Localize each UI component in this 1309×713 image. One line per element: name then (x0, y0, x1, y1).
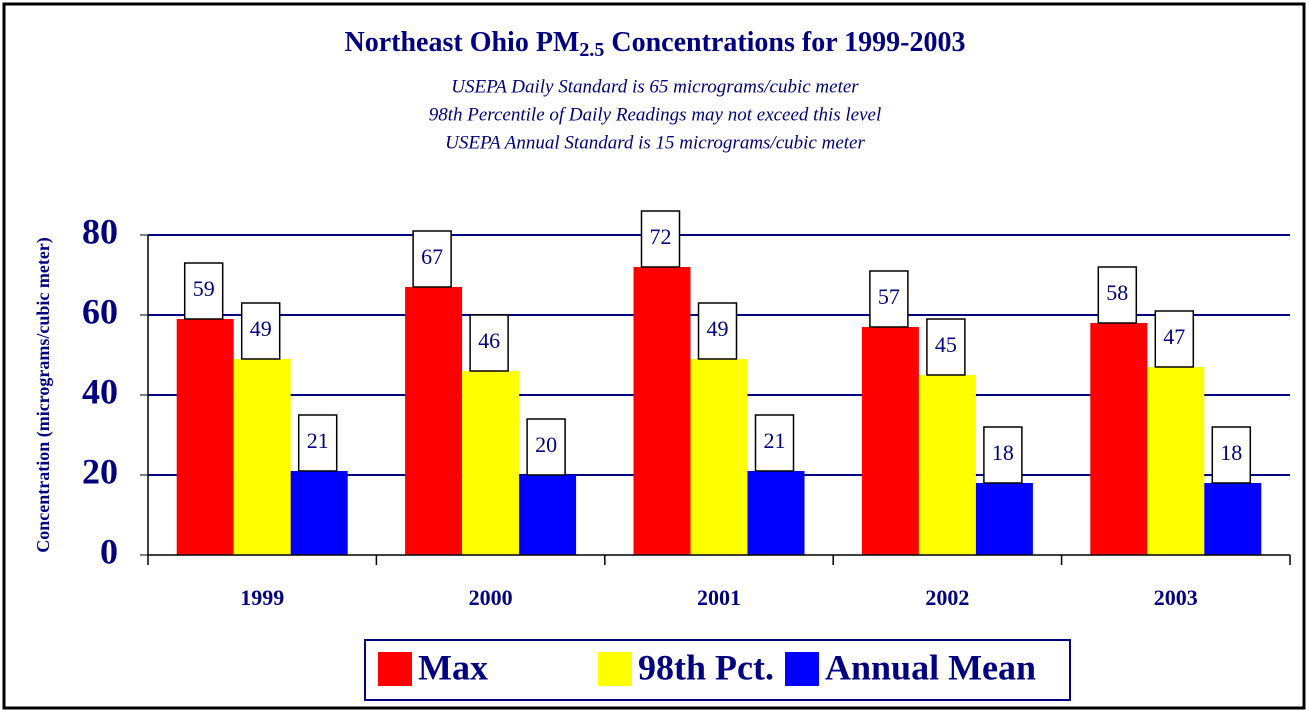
data-label: 21 (764, 428, 786, 453)
data-label: 46 (478, 328, 500, 353)
bar (918, 375, 976, 555)
data-label-box (869, 270, 909, 328)
data-label: 59 (193, 276, 215, 301)
bar (1204, 483, 1262, 555)
x-tick-label: 2000 (469, 585, 513, 610)
bar (519, 475, 577, 555)
data-label-box (983, 426, 1023, 484)
data-label-box (240, 302, 281, 360)
data-label: 20 (535, 432, 557, 457)
x-tick-label: 2002 (925, 585, 969, 610)
data-label: 18 (1220, 440, 1242, 465)
data-label: 47 (1163, 324, 1185, 349)
data-label-box (1154, 310, 1195, 368)
x-tick-label: 2001 (697, 585, 741, 610)
bar (861, 327, 919, 555)
bar (1147, 367, 1205, 555)
data-label-box (1211, 426, 1252, 484)
data-label: 49 (250, 316, 272, 341)
bar (462, 371, 520, 555)
subtitle: USEPA Daily Standard is 65 micrograms/cu… (451, 76, 859, 97)
y-tick-label: 20 (82, 451, 118, 491)
bar (290, 471, 348, 555)
legend-swatch (378, 652, 412, 686)
bar (747, 471, 805, 555)
y-tick-label: 0 (100, 531, 118, 571)
subtitle: USEPA Annual Standard is 15 micrograms/c… (445, 132, 865, 153)
y-tick-label: 60 (82, 291, 118, 331)
bar (176, 319, 234, 555)
legend-swatch (598, 652, 632, 686)
legend-box (364, 639, 1071, 701)
y-tick-label: 80 (82, 211, 118, 251)
legend-label: 98th Pct. (638, 647, 774, 687)
data-label: 67 (421, 244, 443, 269)
x-tick-label: 2003 (1154, 585, 1198, 610)
bar (405, 287, 463, 555)
legend-swatch (785, 652, 819, 686)
data-label-box (926, 318, 966, 376)
data-label-box (412, 230, 452, 288)
x-tick-label: 1999 (240, 585, 284, 610)
data-label-box (183, 262, 224, 320)
bar (975, 483, 1033, 555)
data-label: 21 (307, 428, 329, 453)
bar (233, 359, 291, 555)
data-label-box (297, 414, 338, 472)
data-label-box (526, 418, 566, 476)
y-axis-label: Concentration (micrograms/cubic meter) (33, 237, 54, 553)
data-label-box (697, 302, 738, 360)
bar (633, 267, 691, 555)
y-tick-label: 40 (82, 371, 118, 411)
data-label: 45 (935, 332, 957, 357)
data-label-box (469, 314, 509, 372)
bar (1090, 323, 1148, 555)
bar (690, 359, 748, 555)
data-label: 58 (1106, 280, 1128, 305)
chart-title: Northeast Ohio PM2.5 Concentrations for … (345, 27, 966, 60)
data-label-box (640, 210, 681, 268)
data-label: 18 (992, 440, 1014, 465)
data-label: 49 (707, 316, 729, 341)
legend-label: Annual Mean (825, 647, 1036, 687)
legend-label: Max (418, 647, 488, 687)
title-part: Concentrations for 1999-2003 (604, 27, 965, 58)
subtitle: 98th Percentile of Daily Readings may no… (429, 104, 882, 125)
title-subscript: 2.5 (579, 39, 604, 61)
data-label: 72 (650, 224, 672, 249)
data-label-box (1097, 266, 1138, 324)
data-label-box (754, 414, 795, 472)
data-label: 57 (878, 284, 900, 309)
title-part: Northeast Ohio PM (345, 27, 580, 58)
